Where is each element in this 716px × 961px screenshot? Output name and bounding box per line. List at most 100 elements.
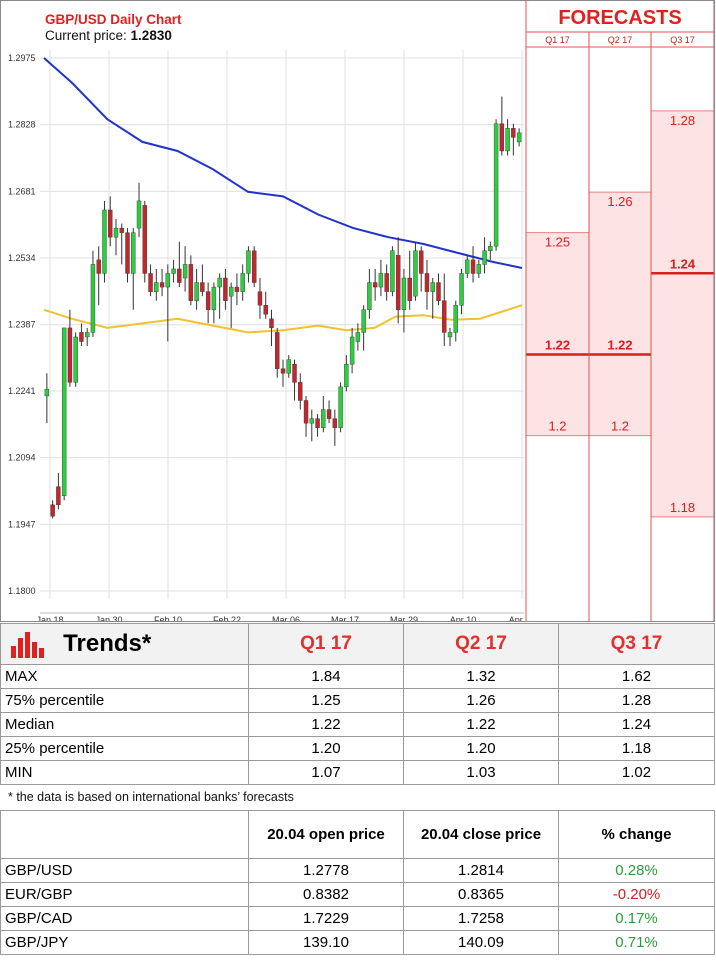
x-tick-label: Mar 29 xyxy=(390,615,418,622)
candle-down xyxy=(436,282,441,301)
y-tick-label: 1.1947 xyxy=(8,519,36,529)
trends-row-label: 25% percentile xyxy=(0,736,249,761)
candle-up xyxy=(355,332,361,342)
chart-grid xyxy=(40,50,524,614)
candle-up xyxy=(136,200,142,229)
prices-header-blank xyxy=(0,810,249,859)
candle-up xyxy=(430,282,435,292)
price-close: 1.2814 xyxy=(403,858,559,883)
candle-down xyxy=(142,205,147,274)
forecast-median-label: 1.22 xyxy=(545,337,570,352)
candle-up xyxy=(113,227,119,238)
candle-up xyxy=(344,363,349,388)
y-tick-label: 1.2681 xyxy=(8,186,36,196)
trends-title: Trends* xyxy=(63,630,152,657)
candle-up xyxy=(378,273,384,288)
x-tick-label: Apr 21 xyxy=(509,615,536,622)
candle-up xyxy=(321,409,326,428)
price-open: 1.7229 xyxy=(248,906,404,931)
candle-up xyxy=(182,264,188,279)
candle-down xyxy=(79,332,84,342)
forecast-title: FORECASTS xyxy=(558,7,681,29)
forecast-col-label: Q2 17 xyxy=(608,35,633,45)
trends-cell: 1.25 xyxy=(248,688,404,713)
chart-title: GBP/USD Daily Chart xyxy=(45,12,182,27)
forecast-top-label: 1.28 xyxy=(670,113,695,128)
trends-footnote: * the data is based on international ban… xyxy=(8,790,294,804)
candle-up xyxy=(338,386,343,428)
candle-down xyxy=(470,259,476,274)
trends-cell: 1.28 xyxy=(558,688,715,713)
trends-row: 25% percentile 1.20 1.20 1.18 xyxy=(0,736,715,761)
candle-down xyxy=(315,418,320,428)
candlesticks xyxy=(44,96,522,519)
candle-down xyxy=(148,273,153,292)
candle-down xyxy=(234,286,240,292)
candle-down xyxy=(50,504,55,517)
trends-cell: 1.03 xyxy=(403,760,559,785)
x-tick-label: Mar 06 xyxy=(272,615,300,622)
y-tick-label: 1.2975 xyxy=(8,53,36,63)
candle-up xyxy=(493,123,499,247)
price-open: 139.10 xyxy=(248,930,404,955)
candle-down xyxy=(442,300,447,333)
x-tick-label: Mar 17 xyxy=(331,615,359,622)
x-tick-label: Apr 10 xyxy=(450,615,477,622)
price-close: 1.7258 xyxy=(403,906,559,931)
candle-up xyxy=(90,264,96,333)
y-tick-label: 1.2534 xyxy=(8,253,36,263)
trends-table: Trends* Q1 17 Q2 17 Q3 17 MAX 1.84 1.32 1.6… xyxy=(0,623,715,785)
candle-up xyxy=(361,309,366,333)
candle-up xyxy=(390,250,395,292)
prices-header-open: 20.04 open price xyxy=(248,810,404,859)
candle-up xyxy=(401,277,407,310)
trends-cell: 1.20 xyxy=(403,736,559,761)
candle-down xyxy=(424,273,430,292)
forecast-range xyxy=(589,192,651,436)
candle-down xyxy=(280,368,286,374)
trends-cell: 1.84 xyxy=(248,664,404,689)
candle-up xyxy=(171,268,176,274)
candle-down xyxy=(384,273,389,292)
candle-down xyxy=(159,282,165,288)
candle-up xyxy=(84,332,90,338)
y-tick-label: 1.2094 xyxy=(8,453,36,463)
candle-down xyxy=(395,255,401,310)
candle-up xyxy=(413,250,418,297)
trends-row-label: MAX xyxy=(0,664,249,689)
candle-up xyxy=(505,128,510,152)
candle-down xyxy=(298,382,303,401)
prices-header-row: 20.04 open price 20.04 close price % cha… xyxy=(0,810,715,859)
price-pair: GBP/JPY xyxy=(0,930,249,955)
trends-row: MIN 1.07 1.03 1.02 xyxy=(0,760,715,785)
trends-header-q1: Q1 17 xyxy=(248,623,404,665)
forecast-top-label: 1.26 xyxy=(607,194,632,209)
candle-up xyxy=(131,232,136,274)
candle-up xyxy=(217,277,222,288)
y-axis: 1.2975 1.2828 1.2681 1.2534 1.2387 1.2241 1.20… xyxy=(8,53,36,596)
forecast-median-label: 1.22 xyxy=(607,337,632,352)
candle-down xyxy=(177,268,182,283)
candle-down xyxy=(269,318,274,329)
candle-up xyxy=(44,388,50,397)
y-tick-label: 1.2241 xyxy=(8,386,36,396)
trends-row: MAX 1.84 1.32 1.62 xyxy=(0,664,715,689)
trends-header-q2: Q2 17 xyxy=(403,623,559,665)
candle-down xyxy=(205,291,211,310)
candle-up xyxy=(194,282,199,301)
trends-cell: 1.07 xyxy=(248,760,404,785)
trends-row-label: Median xyxy=(0,712,249,737)
candle-up xyxy=(349,336,355,365)
forecast-range xyxy=(651,110,714,517)
trends-title-cell: Trends* xyxy=(0,623,249,665)
trends-cell: 1.32 xyxy=(403,664,559,689)
candle-up xyxy=(73,336,78,383)
price-pair: GBP/CAD xyxy=(0,906,249,931)
price-change: 0.71% xyxy=(558,930,715,955)
candle-up xyxy=(516,132,522,143)
price-open: 1.2778 xyxy=(248,858,404,883)
price-row: GBP/JPY 139.10 140.09 0.71% xyxy=(0,930,715,955)
prices-header-change: % change xyxy=(558,810,715,859)
price-pair: EUR/GBP xyxy=(0,882,249,907)
current-price-value: 1.2830 xyxy=(131,28,172,43)
